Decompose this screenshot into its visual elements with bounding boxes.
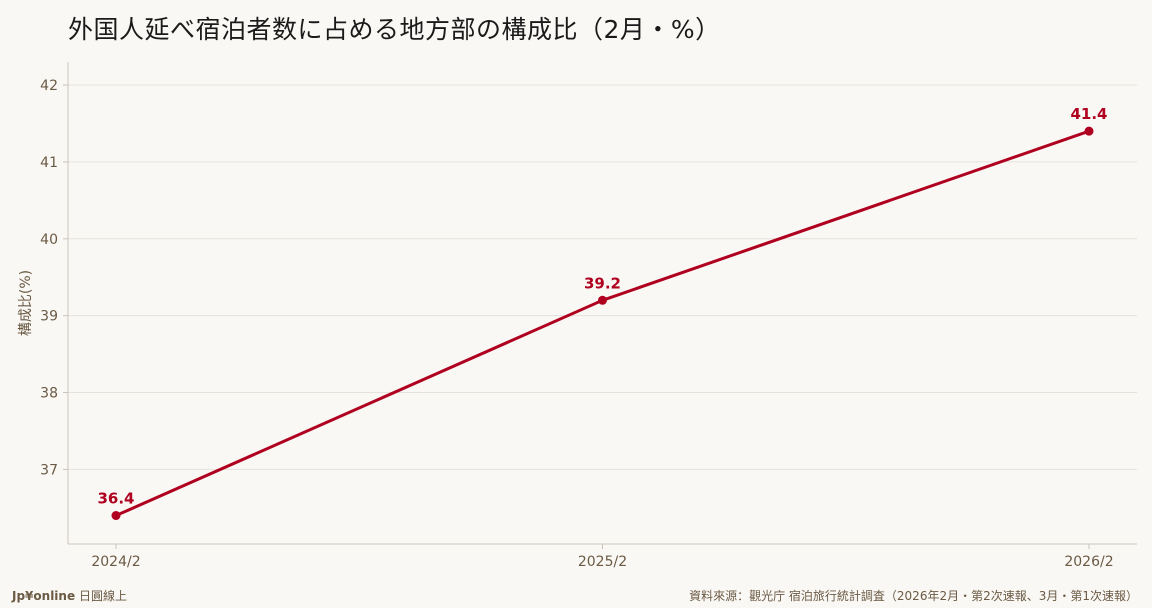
x-tick-label: 2025/2 bbox=[578, 554, 627, 570]
y-tick-label: 41 bbox=[40, 155, 58, 171]
footer-source: 資料來源：觀光庁 宿泊旅行統計調査（2026年2月・第2次速報、3月・第1次速報… bbox=[689, 589, 1138, 603]
brand-suffix: 日圓線上 bbox=[78, 589, 127, 603]
x-tick-label: 2024/2 bbox=[91, 554, 140, 570]
y-axis-label: 構成比(%) bbox=[18, 270, 34, 336]
data-point bbox=[598, 295, 607, 305]
y-tick-label: 40 bbox=[40, 232, 58, 248]
y-tick-label: 42 bbox=[40, 78, 58, 94]
series bbox=[111, 126, 1094, 521]
series-line bbox=[115, 129, 1090, 517]
y-tick-label: 38 bbox=[40, 386, 58, 402]
x-tick-label: 2026/2 bbox=[1064, 554, 1113, 570]
brand-name: Jp¥online bbox=[12, 589, 76, 603]
data-label: 41.4 bbox=[1070, 105, 1107, 123]
y-tick-label: 39 bbox=[40, 309, 58, 325]
data-labels: 36.4 39.2 41.4 bbox=[97, 105, 1107, 507]
y-tick-label: 37 bbox=[40, 462, 58, 478]
data-point bbox=[1084, 126, 1094, 136]
gridlines bbox=[68, 84, 1137, 470]
data-label: 36.4 bbox=[97, 490, 134, 508]
data-point bbox=[111, 511, 121, 521]
footer-brand: Jp¥online 日圓線上 bbox=[12, 587, 127, 604]
data-label: 39.2 bbox=[584, 274, 621, 292]
axes: 37 38 39 40 41 42 2024/2 2025/2 2026/2 構成比(%) bbox=[18, 62, 1137, 570]
chart-title: 外国人延べ宿泊者数に占める地方部の構成比（2月・%） bbox=[68, 15, 721, 44]
